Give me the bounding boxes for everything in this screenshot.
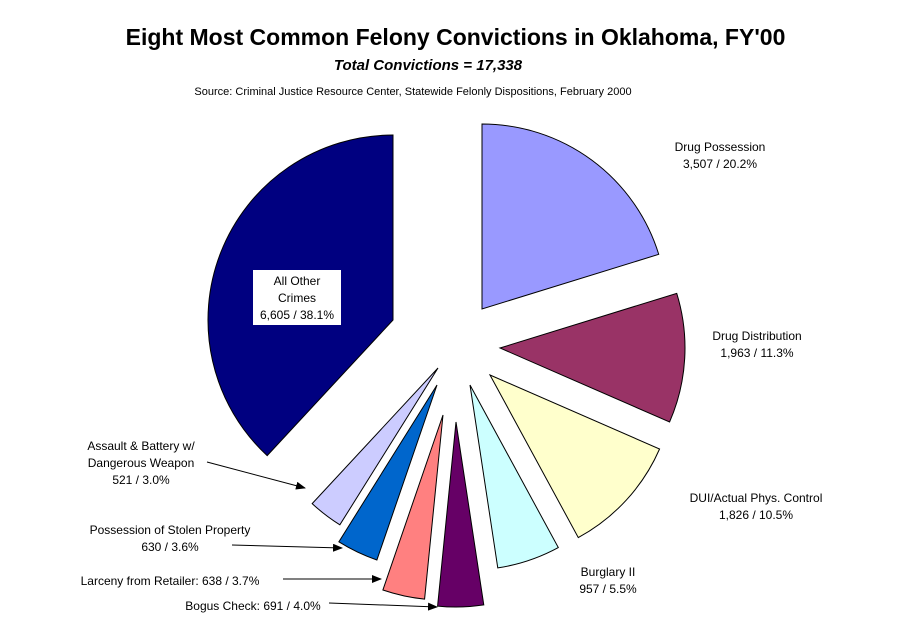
leader-arrow-assault-battery-w-dangerous-weapon	[206, 461, 306, 490]
slice-label-line: 1,826 / 10.5%	[719, 508, 793, 522]
leader-arrow-possession-of-stolen-property	[231, 543, 343, 552]
slice-label-bogus-check: Bogus Check: 691 / 4.0%	[185, 599, 321, 613]
slice-label-line: Crimes	[278, 291, 316, 305]
slice-label-line: Larceny from Retailer: 638 / 3.7%	[81, 574, 260, 588]
pie-slice-possession-of-stolen-property	[338, 384, 438, 561]
slice-label-dui-actual-phys-control: DUI/Actual Phys. Control 1,826 / 10.5%	[690, 491, 823, 522]
slice-label-line: Drug Distribution	[712, 329, 801, 343]
slice-label-larceny-from-retailer: Larceny from Retailer: 638 / 3.7%	[81, 574, 260, 588]
pie-slice-burglary-ii	[469, 384, 559, 569]
slice-label-drug-distribution: Drug Distribution 1,963 / 11.3%	[712, 329, 801, 360]
slice-label-line: Assault & Battery w/	[87, 439, 195, 453]
chart-subtitle: Total Convictions = 17,338	[333, 57, 523, 74]
chart-title: Eight Most Common Felony Convictions in …	[125, 24, 786, 50]
chart-source: Source: Criminal Justice Resource Center…	[194, 86, 632, 98]
pie-slice-larceny-from-retailer	[382, 414, 444, 600]
slice-label-line: Possession of Stolen Property	[90, 523, 251, 537]
slice-label-line: 3,507 / 20.2%	[683, 157, 757, 171]
pie-slices	[207, 123, 686, 608]
slice-label-line: Drug Possession	[675, 140, 766, 154]
slice-label-line: 6,605 / 38.1%	[260, 308, 334, 322]
slice-label-line: Bogus Check: 691 / 4.0%	[185, 599, 321, 613]
slice-label-possession-of-stolen-property: Possession of Stolen Property 630 / 3.6%	[90, 523, 251, 554]
leader-arrow-bogus-check	[328, 602, 438, 611]
pie-slice-drug-possession	[481, 123, 660, 310]
slice-label-line: 521 / 3.0%	[112, 473, 170, 487]
pie-slice-assault-battery-w-dangerous-weapon	[311, 367, 439, 526]
slice-label-line: Dangerous Weapon	[88, 456, 195, 470]
slice-label-burglary-ii: Burglary II 957 / 5.5%	[579, 565, 637, 596]
slice-labels: Drug Possession 3,507 / 20.2% Drug Distrib…	[81, 140, 823, 613]
slice-label-assault-battery-w-dangerous-weapon: Assault & Battery w/Dangerous Weapon 521 …	[87, 439, 195, 487]
slice-label-drug-possession: Drug Possession 3,507 / 20.2%	[675, 140, 766, 171]
pie-slice-drug-distribution	[498, 292, 686, 423]
pie-slice-bogus-check	[437, 421, 485, 608]
slice-label-line: 630 / 3.6%	[141, 540, 199, 554]
slice-label-line: DUI/Actual Phys. Control	[690, 491, 823, 505]
slice-label-all-other-crimes: All Other Crimes 6,605 / 38.1%	[260, 274, 334, 322]
pie-slice-dui-actual-phys-control	[488, 373, 661, 539]
slice-label-line: Burglary II	[581, 565, 636, 579]
leader-arrows	[206, 461, 438, 611]
slice-label-line: All Other	[274, 274, 321, 288]
slice-label-line: 957 / 5.5%	[579, 582, 637, 596]
label-box-all-other-crimes	[253, 270, 341, 325]
slice-label-line: 1,963 / 11.3%	[720, 346, 793, 360]
